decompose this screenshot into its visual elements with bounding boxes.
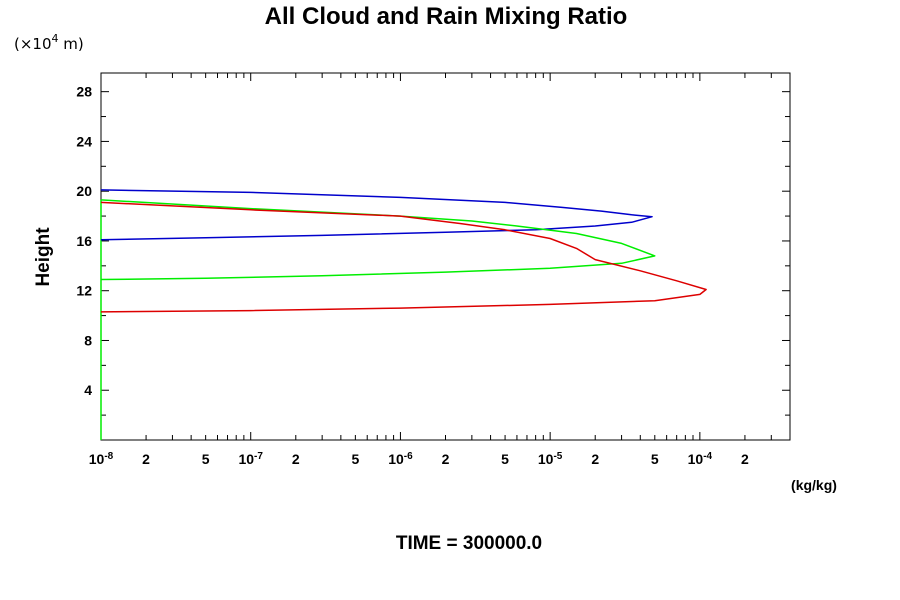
x-tick-label: 2 <box>142 451 150 467</box>
x-tick-labels: 10-8 2 5 10-7 2 5 10-6 2 5 10-5 2 5 10-4 2 <box>89 451 749 467</box>
x-tick-label: 10-8 <box>89 451 114 467</box>
y-tick-label: 16 <box>76 233 92 249</box>
x-tick-label: 5 <box>501 451 509 467</box>
x-unit-label: (kg/kg) <box>791 477 837 493</box>
y-tick-labels: 4 8 12 16 20 24 28 <box>76 84 92 399</box>
chart-title: All Cloud and Rain Mixing Ratio <box>265 3 628 30</box>
y-axis-label: Height <box>33 227 54 287</box>
y-units-label: (×104 m) <box>14 32 84 53</box>
x-tick-label: 2 <box>442 451 450 467</box>
y-tick-label: 24 <box>76 133 92 149</box>
x-tick-label: 10-4 <box>688 451 713 467</box>
x-tick-label: 10-7 <box>238 451 263 467</box>
x-tick-label: 10-5 <box>538 451 563 467</box>
data-series <box>100 189 707 440</box>
y-tick-label: 4 <box>84 382 92 398</box>
x-tick-label: 10-6 <box>388 451 413 467</box>
y-tick-label: 20 <box>76 183 92 199</box>
series-line-1 <box>100 199 656 281</box>
series-line-2 <box>100 201 707 313</box>
series-line-0 <box>100 189 653 241</box>
y-units-tail: m) <box>59 35 84 53</box>
axis-ticks <box>100 73 791 440</box>
y-tick-label: 12 <box>76 283 92 299</box>
x-tick-label: 2 <box>292 451 300 467</box>
y-units-exp: 4 <box>52 32 59 45</box>
y-tick-label: 28 <box>76 84 92 100</box>
plot-frame <box>100 72 791 441</box>
x-tick-label: 2 <box>591 451 599 467</box>
x-tick-label: 2 <box>741 451 749 467</box>
x-tick-label: 5 <box>351 451 359 467</box>
y-units-base: (×10 <box>14 35 52 53</box>
time-label: TIME = 300000.0 <box>396 533 542 554</box>
y-tick-label: 8 <box>84 332 92 348</box>
x-tick-label: 5 <box>202 451 210 467</box>
x-tick-label: 5 <box>651 451 659 467</box>
